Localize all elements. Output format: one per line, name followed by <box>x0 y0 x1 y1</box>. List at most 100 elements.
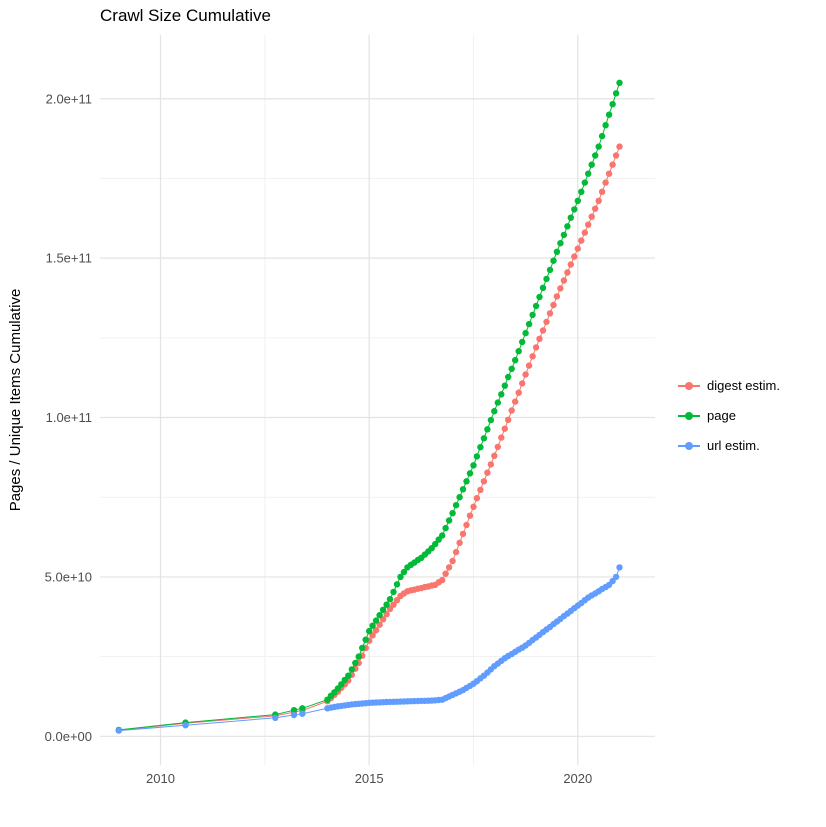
data-point-page <box>459 486 467 493</box>
data-point-digest-estim <box>550 301 557 309</box>
data-point-digest-estim <box>449 557 456 565</box>
data-point-digest-estim <box>574 245 581 252</box>
data-point-url-estim <box>612 573 620 581</box>
data-point-page <box>567 214 574 221</box>
data-point-page <box>605 111 613 118</box>
data-point-page <box>397 573 404 581</box>
data-point-page <box>383 601 390 608</box>
data-point-page <box>505 373 512 381</box>
data-point-page <box>501 382 508 389</box>
data-point-page <box>477 444 484 451</box>
data-point-digest-estim <box>522 371 529 378</box>
data-point-page <box>578 188 585 195</box>
legend-item-url-estim: url estim. <box>678 437 780 454</box>
data-point-page <box>498 391 505 398</box>
data-point-digest-estim <box>439 576 446 584</box>
data-point-page <box>532 302 540 310</box>
data-point-page <box>456 494 463 501</box>
data-point-digest-estim <box>595 197 602 204</box>
data-point-page <box>355 653 362 660</box>
data-point-digest-estim <box>539 327 547 334</box>
data-point-page <box>484 426 491 433</box>
y-axis-tick-label: 1.0e+11 <box>46 410 92 425</box>
data-point-digest-estim <box>463 521 470 529</box>
data-point-page <box>348 666 355 673</box>
data-point-page <box>393 581 401 588</box>
data-point-page <box>473 453 481 460</box>
data-point-digest-estim <box>484 469 491 476</box>
data-point-page <box>560 231 568 239</box>
data-point-digest-estim <box>466 512 474 519</box>
legend-label: page <box>707 408 736 423</box>
data-point-digest-estim <box>470 503 477 510</box>
data-point-digest-estim <box>571 253 578 260</box>
data-point-page <box>529 311 536 319</box>
data-point-digest-estim <box>602 179 609 186</box>
data-point-url-estim <box>272 714 279 721</box>
chart-title: Crawl Size Cumulative <box>100 6 271 25</box>
data-point-page <box>612 90 620 97</box>
data-point-digest-estim <box>480 478 488 485</box>
y-axis-title: Pages / Unique Items Cumulative <box>7 289 24 512</box>
data-point-page <box>470 462 477 469</box>
data-point-page <box>512 357 519 364</box>
data-point-digest-estim <box>473 495 481 502</box>
data-point-page <box>376 612 383 619</box>
data-point-digest-estim <box>477 486 484 494</box>
data-point-digest-estim <box>598 188 606 195</box>
legend-key-page-icon <box>678 407 700 424</box>
legend-dot-icon <box>685 381 693 390</box>
data-point-digest-estim <box>567 261 574 268</box>
data-point-page <box>379 606 387 613</box>
series-page <box>115 79 623 734</box>
data-point-page <box>439 532 446 539</box>
data-point-page <box>452 502 460 509</box>
data-point-page <box>338 681 345 688</box>
data-point-digest-estim <box>525 362 533 369</box>
data-point-digest-estim <box>505 416 512 423</box>
data-point-page <box>539 284 547 291</box>
legend-dot-icon <box>685 411 693 420</box>
data-point-digest-estim <box>543 318 550 326</box>
data-point-digest-estim <box>491 452 498 459</box>
data-point-page <box>390 588 397 596</box>
data-point-digest-estim <box>445 564 453 571</box>
data-point-digest-estim <box>557 285 564 292</box>
legend-dot-icon <box>685 441 693 450</box>
data-point-digest-estim <box>609 161 616 168</box>
data-point-digest-estim <box>498 434 505 441</box>
data-point-digest-estim <box>494 443 501 451</box>
data-point-page <box>494 399 501 406</box>
legend-label: digest estim. <box>707 378 780 393</box>
data-point-page <box>341 676 348 684</box>
data-point-digest-estim <box>532 344 540 351</box>
legend-key-url-estim-icon <box>678 437 700 454</box>
data-point-page <box>442 524 449 532</box>
y-axis-tick-label: 5.0e+10 <box>45 569 92 584</box>
data-point-page <box>491 408 498 415</box>
data-point-page <box>609 101 616 108</box>
data-point-page <box>369 622 376 629</box>
data-point-page <box>536 293 543 301</box>
data-point-page <box>449 510 456 517</box>
data-point-page <box>595 143 602 150</box>
data-point-digest-estim <box>442 570 449 577</box>
legend-label: url estim. <box>707 438 760 453</box>
data-point-digest-estim <box>546 310 554 317</box>
data-point-url-estim <box>609 577 616 585</box>
data-point-digest-estim <box>512 398 519 405</box>
y-axis-tick-label: 1.5e+11 <box>46 251 92 266</box>
data-point-page <box>480 435 488 442</box>
data-point-page <box>581 179 588 186</box>
data-point-page <box>592 152 599 159</box>
x-axis-tick-label: 2015 <box>355 771 384 786</box>
legend-item-digest-estim: digest estim. <box>678 377 780 394</box>
data-point-digest-estim <box>501 425 508 432</box>
data-point-page <box>602 122 609 129</box>
data-point-page <box>432 540 439 548</box>
data-point-page <box>574 197 581 204</box>
data-point-page <box>299 705 306 712</box>
data-point-digest-estim <box>459 530 467 538</box>
data-point-digest-estim <box>456 539 463 546</box>
